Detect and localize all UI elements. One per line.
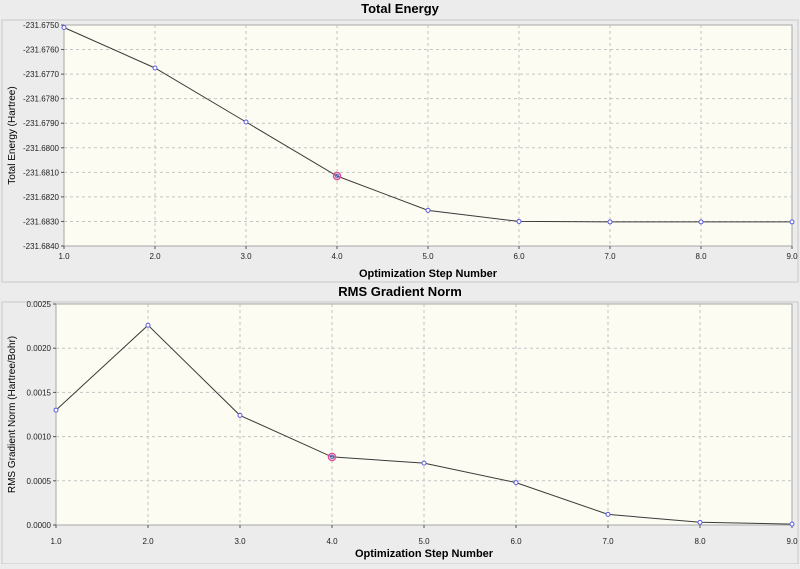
data-point [605, 511, 611, 517]
data-point [145, 322, 151, 328]
y-tick-label: -231.6800 [23, 144, 60, 153]
y-tick-label: -231.6830 [23, 217, 60, 226]
data-point [152, 65, 158, 71]
y-tick-label: -231.6760 [23, 46, 60, 55]
data-point [789, 219, 795, 225]
y-tick-label: -231.6840 [23, 242, 60, 251]
x-tick-label: 8.0 [695, 252, 707, 261]
data-point [513, 480, 519, 486]
data-point [607, 219, 613, 225]
data-point [516, 218, 522, 224]
x-tick-label: 6.0 [510, 537, 522, 546]
x-tick-label: 2.0 [142, 537, 154, 546]
y-tick-label: -231.6790 [23, 119, 60, 128]
data-point [53, 407, 59, 413]
y-tick-label: -231.6820 [23, 193, 60, 202]
chart-title: RMS Gradient Norm [338, 284, 462, 299]
x-tick-label: 7.0 [602, 537, 614, 546]
data-point [697, 519, 703, 525]
data-point [329, 454, 335, 460]
y-tick-label: 0.0015 [27, 388, 52, 397]
data-point [334, 173, 340, 179]
y-tick-label: 0.0025 [27, 300, 52, 309]
x-tick-label: 3.0 [234, 537, 246, 546]
y-tick-label: 0.0020 [27, 344, 52, 353]
x-tick-label: 4.0 [331, 252, 343, 261]
data-point [698, 219, 704, 225]
x-tick-label: 9.0 [786, 252, 798, 261]
chart-0: Total Energy 1.0 2.0 3.0 4.0 5.0 6.0 7.0 8.0 9.0 -… [1, 1, 799, 283]
data-point [243, 119, 249, 125]
chart-1: RMS Gradient Norm 1.0 2.0 3.0 4.0 5.0 6.0 7.0 8.… [1, 284, 799, 565]
data-point [61, 24, 67, 30]
x-axis-label: Optimization Step Number [355, 548, 494, 560]
y-tick-label: -231.6770 [23, 70, 60, 79]
chart-panel-frame [1, 19, 799, 283]
x-tick-label: 1.0 [50, 537, 62, 546]
x-tick-label: 4.0 [326, 537, 338, 546]
data-point [425, 207, 431, 213]
highlighted-data-point [332, 171, 342, 181]
data-point [789, 521, 795, 527]
x-tick-label: 5.0 [422, 252, 434, 261]
x-tick-label: 2.0 [149, 252, 161, 261]
chart-title: Total Energy [361, 1, 440, 16]
x-tick-label: 6.0 [513, 252, 525, 261]
x-tick-label: 5.0 [418, 537, 430, 546]
x-axis-label: Optimization Step Number [359, 268, 498, 280]
y-axis-label: RMS Gradient Norm (Hartree/Bohr) [7, 336, 18, 493]
y-tick-label: -231.6750 [23, 21, 60, 30]
x-tick-label: 1.0 [58, 252, 70, 261]
data-point [237, 412, 243, 418]
data-point [421, 460, 427, 466]
x-tick-label: 3.0 [240, 252, 252, 261]
y-tick-label: 0.0000 [27, 521, 52, 530]
y-tick-label: -231.6780 [23, 95, 60, 104]
y-tick-label: -231.6810 [23, 168, 60, 177]
highlighted-data-point [327, 452, 337, 462]
y-tick-label: 0.0010 [27, 433, 52, 442]
y-tick-label: 0.0005 [27, 477, 52, 486]
x-tick-label: 7.0 [604, 252, 616, 261]
x-tick-label: 9.0 [786, 537, 798, 546]
y-axis-label: Total Energy (Hartree) [7, 86, 18, 184]
x-tick-label: 8.0 [694, 537, 706, 546]
